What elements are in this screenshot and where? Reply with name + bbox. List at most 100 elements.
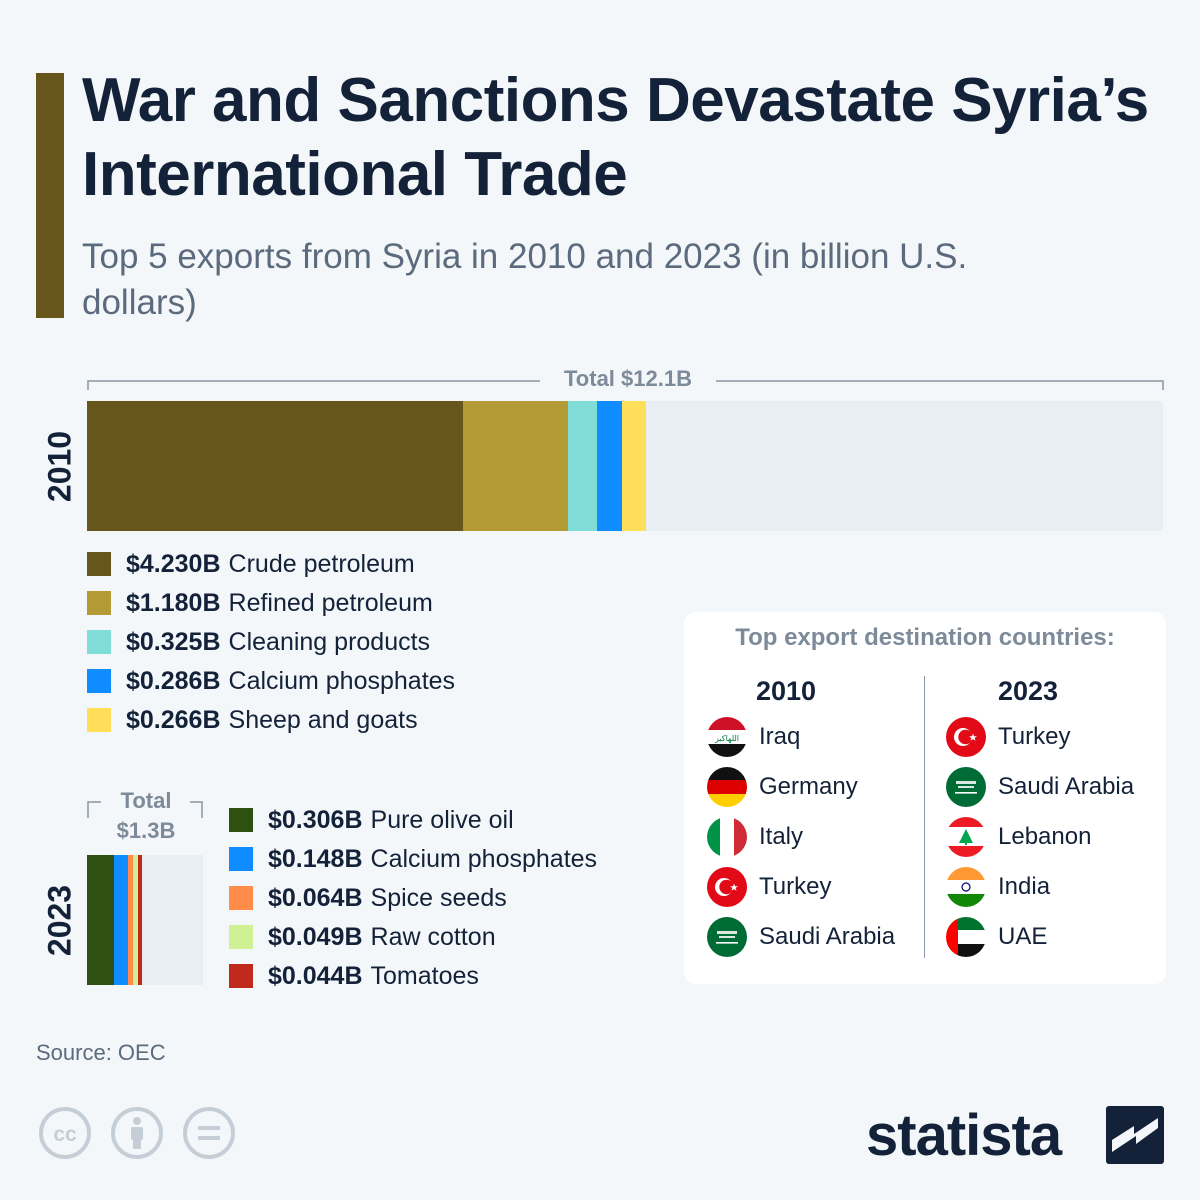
destination-country-name: Saudi Arabia [759,923,896,950]
germany-flag-icon [707,767,747,807]
total-2023-label-line1: Total [120,788,172,813]
legend-item-2023-calcium-phosphates: $0.148B Calcium phosphates [229,845,597,873]
legend-item-2010-crude-petroleum: $4.230B Crude petroleum [87,550,415,578]
destination-country-name: Iraq [759,723,801,750]
iraq-flag-icon: اللهاكبر [707,717,747,757]
india-flag-icon [946,867,986,907]
bar-segment-2010-calcium-phosphates [596,401,623,531]
legend-label: Spice seeds [370,883,507,912]
legend-item-2023-pure-olive-oil: $0.306B Pure olive oil [229,806,514,834]
source-note: Source: OEC [36,1040,166,1065]
destination-country-name: India [998,873,1051,900]
statista-logo-icon [1106,1106,1164,1164]
destination-2010-saudi-arabia: Saudi Arabia [707,917,895,957]
legend-item-2023-tomatoes: $0.044B Tomatoes [229,962,479,990]
bar-segment-2023-spice-seeds [127,855,134,985]
bar-segment-2010-crude-petroleum [87,401,464,531]
destination-2023-lebanon: Lebanon [946,817,1091,857]
legend-swatch [87,552,111,576]
destinations-panel: Top export destination countries: 2010 2… [684,612,1166,984]
legend-swatch [87,630,111,654]
title-accent-bar [36,73,64,318]
destination-country-name: Turkey [759,873,832,900]
legend-label: Crude petroleum [228,549,415,578]
destinations-year-2023: 2023 [998,676,1059,706]
legend-label: Cleaning products [228,627,431,656]
total-2023-bracket [87,801,203,818]
creative-commons-icon: cc [39,1107,91,1159]
destination-2023-turkey: Turkey [946,717,1070,757]
destination-2023-saudi-arabia: Saudi Arabia [946,767,1134,807]
bar-segment-2010-sheep-and-goats [622,401,647,531]
legend-value: $1.180B [126,588,221,617]
legend-swatch [87,591,111,615]
legend-swatch [229,964,253,988]
total-2023-label-line2: $1.3B [116,818,176,843]
legend-label: Sheep and goats [228,705,418,734]
italy-flag-icon [707,817,747,857]
legend-label: Tomatoes [370,961,479,990]
attribution-icon [111,1107,163,1159]
legend-value: $0.064B [268,883,363,912]
uae-flag-icon [946,917,986,957]
destination-country-name: Turkey [998,723,1071,750]
saudi-arabia-flag-icon [707,917,747,957]
bar-segment-2023-pure-olive-oil [87,855,115,985]
legend-swatch [229,847,253,871]
legend-item-2010-refined-petroleum: $1.180B Refined petroleum [87,589,433,617]
destination-country-name: Germany [759,773,858,800]
legend-value: $0.325B [126,627,221,656]
destinations-divider [924,676,925,958]
bar-segment-2010-cleaning-products [568,401,597,531]
legend-swatch [229,925,253,949]
legend-value: $0.286B [126,666,221,695]
turkey-flag-icon [707,867,747,907]
destination-2010-turkey: Turkey [707,867,831,907]
page-subtitle: Top 5 exports from Syria in 2010 and 202… [82,237,968,322]
bar-segment-2023-raw-cotton [133,855,138,985]
saudi-arabia-flag-icon [946,767,986,807]
legend-item-2010-cleaning-products: $0.325B Cleaning products [87,628,430,656]
destinations-title: Top export destination countries: [735,624,1115,651]
bar-segment-2023-calcium-phosphates [114,855,128,985]
destination-2010-italy: Italy [707,817,803,857]
turkey-flag-icon [946,717,986,757]
legend-label: Pure olive oil [370,805,514,834]
lebanon-flag-icon [946,817,986,857]
legend-item-2010-calcium-phosphates: $0.286B Calcium phosphates [87,667,455,695]
legend-label: Raw cotton [370,922,496,951]
total-2023-label: Total $1.3B [102,786,190,846]
total-2010-label: Total $12.1B [540,366,716,392]
legend-swatch [229,808,253,832]
legend-item-2023-raw-cotton: $0.049B Raw cotton [229,923,496,951]
statista-wordmark: statista [866,1103,1062,1168]
destination-2023-uae: UAE [946,917,1047,957]
year-label-2023: 2023 [41,884,78,957]
no-derivatives-icon [183,1107,235,1159]
legend-value: $0.049B [268,922,363,951]
legend-value: $0.044B [268,961,363,990]
destination-country-name: Lebanon [998,823,1092,850]
svg-text:اللهاكبر: اللهاكبر [714,734,739,743]
legend-value: $0.306B [268,805,363,834]
total-2010-bracket [87,380,1164,390]
stacked-bar-2023 [87,855,203,985]
legend-label: Refined petroleum [228,588,433,617]
bar-segment-2023-tomatoes [137,855,142,985]
bar-segment-2010-refined-petroleum [463,401,569,531]
legend-swatch [229,886,253,910]
legend-label: Calcium phosphates [228,666,456,695]
legend-swatch [87,708,111,732]
legend-value: $0.266B [126,705,221,734]
destination-country-name: Italy [759,823,804,850]
destination-2023-india: India [946,867,1050,907]
destination-country-name: UAE [998,923,1048,950]
legend-value: $4.230B [126,549,221,578]
destinations-year-2010: 2010 [756,676,817,706]
year-label-2010: 2010 [41,430,78,503]
destination-2010-germany: Germany [707,767,858,807]
page-title: War and Sanctions Devastate Syria’s Inte… [82,66,1149,209]
legend-item-2010-sheep-and-goats: $0.266B Sheep and goats [87,706,418,734]
legend-label: Calcium phosphates [370,844,598,873]
legend-item-2023-spice-seeds: $0.064B Spice seeds [229,884,507,912]
